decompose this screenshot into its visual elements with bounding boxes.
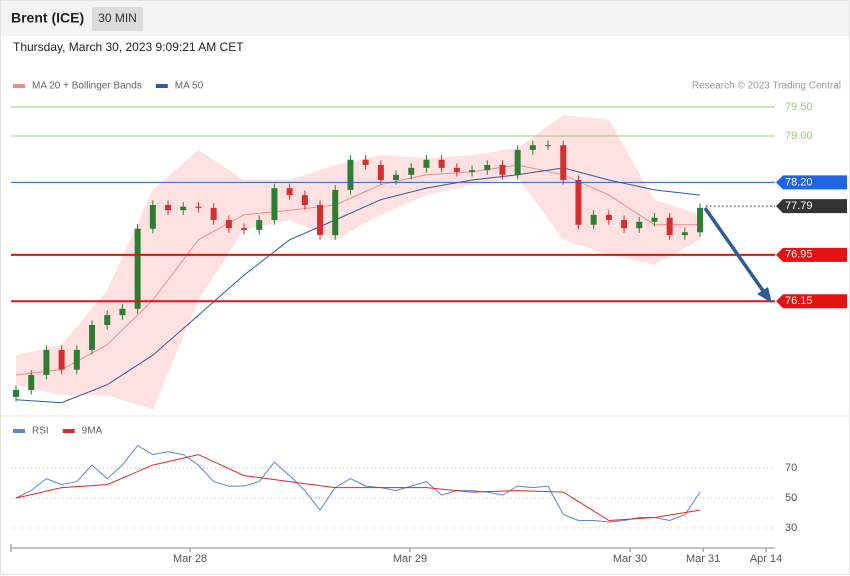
candle-body [423, 159, 430, 168]
price-level-label: 76.15 [785, 295, 813, 307]
x-tick-label: Mar 31 [686, 553, 720, 565]
candle-body [651, 217, 658, 222]
candle-body [545, 145, 552, 147]
candle-body [484, 164, 491, 171]
candle-body [590, 214, 597, 225]
candle-body [681, 232, 688, 236]
candle-body [180, 206, 187, 211]
legend-swatch [62, 429, 75, 433]
candle-body [636, 221, 643, 229]
candle-body [453, 167, 460, 172]
price-level-box [776, 247, 847, 262]
candle-body [347, 159, 354, 190]
legend-swatch [155, 84, 168, 88]
forecast-arrow [703, 206, 768, 297]
candle-body [271, 188, 278, 221]
timestamp: Thursday, March 30, 2023 9:09:21 AM CET [13, 40, 244, 54]
candle-body [286, 188, 293, 196]
indicator-line [15, 444, 701, 523]
plot: 79.50 79.00 78.20 77.79 76.95 76.15 MA 20 + Bo… [10, 81, 847, 565]
candle-body [560, 145, 567, 181]
candle-body [575, 180, 582, 225]
bollinger-band [16, 115, 701, 410]
candle-body [28, 374, 35, 390]
price-level-label: 79.50 [785, 101, 813, 113]
candle-body [241, 228, 248, 230]
candle-body [73, 349, 80, 370]
candle-body [621, 220, 628, 229]
candle-body [89, 325, 96, 350]
candle-body [438, 159, 445, 168]
x-tick-label: Mar 30 [613, 553, 647, 565]
candle-body [605, 214, 612, 221]
legend-swatch [13, 429, 25, 433]
x-tick-label: Mar 29 [393, 553, 427, 565]
candle-body [165, 204, 172, 211]
moving-average-line [15, 164, 701, 376]
candle-body [377, 164, 384, 181]
candle-body [393, 174, 400, 181]
candle-body [469, 170, 476, 172]
x-tick-label: Apr 14 [750, 553, 782, 565]
price-level-box [776, 294, 847, 309]
candle-body [666, 217, 673, 236]
candle-body [301, 195, 308, 205]
candle-body [43, 349, 50, 375]
candle-body [332, 189, 339, 236]
legend-label: RSI [32, 426, 49, 437]
price-level-label: 79.00 [785, 130, 813, 142]
price-level-label: 76.95 [785, 249, 813, 261]
candle-body [58, 349, 65, 370]
interval-badge [92, 7, 143, 31]
y-tick-label: 70 [785, 462, 797, 474]
candle-body [514, 149, 521, 175]
moving-average-line [15, 167, 701, 404]
legend-label: MA 20 + Bollinger Bands [32, 81, 142, 92]
price-level-label: 78.20 [785, 176, 813, 188]
y-tick-label: 30 [785, 522, 797, 534]
candle-body [225, 220, 232, 229]
candle-body [256, 220, 263, 230]
candle-body [119, 308, 126, 316]
candle-body [210, 207, 217, 221]
candle-body [529, 145, 536, 150]
candle-body [13, 389, 20, 397]
candle-body [134, 228, 141, 309]
price-level-box [776, 175, 847, 190]
candle-body [195, 206, 202, 208]
candle-body [149, 204, 156, 229]
candle-body [408, 167, 415, 175]
legend-label: MA 50 [175, 81, 204, 92]
legend-label: 9MA [82, 426, 103, 437]
instrument-title: Brent (ICE) [11, 10, 84, 26]
candle-body [499, 164, 506, 175]
forecast-arrow-head [757, 287, 772, 303]
candle-body [697, 207, 704, 233]
candle-body [104, 315, 111, 326]
legend-swatch [13, 84, 25, 88]
x-tick-label: Mar 28 [173, 553, 207, 565]
price-level-box [776, 199, 847, 214]
interval-label: 30 MIN [98, 11, 137, 25]
indicator-line [15, 454, 701, 522]
source: Research © 2023 Trading Central [692, 81, 841, 92]
price-level-label: 77.79 [785, 200, 813, 212]
y-tick-label: 50 [785, 492, 797, 504]
candle-body [317, 204, 324, 236]
candle-body [362, 159, 369, 165]
